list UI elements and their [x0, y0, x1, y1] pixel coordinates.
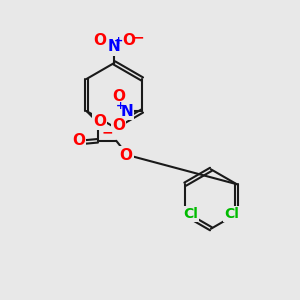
Text: O: O — [72, 133, 85, 148]
Text: Cl: Cl — [183, 207, 198, 221]
Text: O: O — [120, 148, 133, 163]
Text: O: O — [93, 114, 106, 129]
Text: N: N — [108, 39, 121, 54]
Text: O: O — [112, 118, 125, 134]
Text: O: O — [93, 33, 106, 48]
Text: −: − — [132, 30, 144, 44]
Text: Cl: Cl — [224, 207, 239, 221]
Text: N: N — [120, 103, 133, 118]
Text: O: O — [112, 89, 125, 104]
Text: +: + — [114, 36, 123, 46]
Text: +: + — [116, 101, 125, 111]
Text: −: − — [102, 126, 113, 140]
Text: O: O — [123, 33, 136, 48]
